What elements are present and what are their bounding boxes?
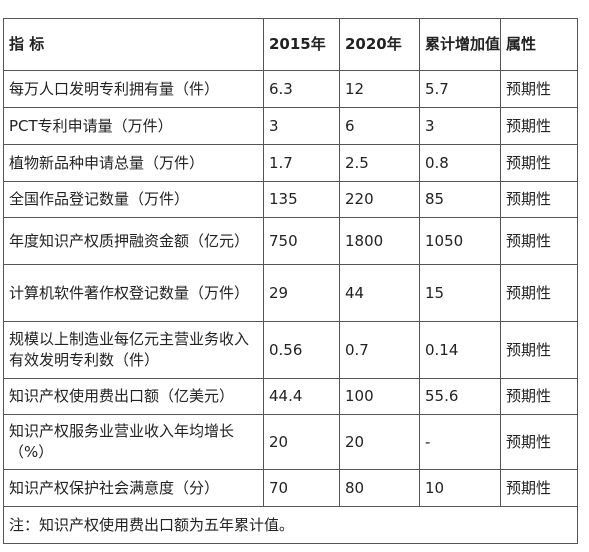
table-row: 知识产权使用费出口额（亿美元） 44.4 100 55.6 预期性	[3, 378, 578, 415]
attribute-cell: 预期性	[500, 469, 578, 507]
indicator-cell: 每万人口发明专利拥有量（件）	[3, 70, 264, 108]
header-2015: 2015年	[263, 18, 340, 71]
value-2015-cell: 6.3	[263, 70, 340, 108]
increase-cell: 55.6	[419, 378, 501, 415]
value-2020-cell: 0.7	[339, 321, 420, 379]
table-row: 植物新品种申请总量（万件） 1.7 2.5 0.8 预期性	[3, 144, 578, 182]
value-2015-cell: 1.7	[263, 144, 340, 182]
value-2020-cell: 80	[339, 469, 420, 507]
attribute-cell: 预期性	[500, 107, 578, 145]
value-2015-cell: 20	[263, 414, 340, 470]
header-indicator: 指 标	[3, 18, 264, 71]
value-2015-cell: 70	[263, 469, 340, 507]
value-2020-cell: 100	[339, 378, 420, 415]
value-2020-cell: 20	[339, 414, 420, 470]
increase-cell: 0.14	[419, 321, 501, 379]
table-row: 全国作品登记数量（万件） 135 220 85 预期性	[3, 181, 578, 218]
increase-cell: 1050	[419, 217, 501, 265]
indicator-cell: PCT专利申请量（万件）	[3, 107, 264, 145]
increase-cell: 15	[419, 264, 501, 322]
increase-cell: 0.8	[419, 144, 501, 182]
indicator-cell: 计算机软件著作权登记数量（万件）	[3, 264, 264, 322]
value-2020-cell: 6	[339, 107, 420, 145]
indicator-cell: 知识产权服务业营业收入年均增长（%）	[3, 414, 264, 470]
indicator-cell: 植物新品种申请总量（万件）	[3, 144, 264, 182]
table-row: 每万人口发明专利拥有量（件） 6.3 12 5.7 预期性	[3, 70, 578, 108]
table-row: 知识产权保护社会满意度（分） 70 80 10 预期性	[3, 469, 578, 507]
attribute-cell: 预期性	[500, 181, 578, 218]
value-2020-cell: 220	[339, 181, 420, 218]
header-row: 指 标 2015年 2020年 累计增加值 属性	[3, 18, 578, 71]
value-2020-cell: 12	[339, 70, 420, 108]
value-2020-cell: 2.5	[339, 144, 420, 182]
indicator-cell: 知识产权使用费出口额（亿美元）	[3, 378, 264, 415]
value-2020-cell: 44	[339, 264, 420, 322]
increase-cell: 5.7	[419, 70, 501, 108]
attribute-cell: 预期性	[500, 217, 578, 265]
attribute-cell: 预期性	[500, 264, 578, 322]
table-row: PCT专利申请量（万件） 3 6 3 预期性	[3, 107, 578, 145]
increase-cell: 10	[419, 469, 501, 507]
indicator-cell: 规模以上制造业每亿元主营业务收入有效发明专利数（件）	[3, 321, 264, 379]
header-increase: 累计增加值	[419, 18, 501, 71]
attribute-cell: 预期性	[500, 378, 578, 415]
value-2020-cell: 1800	[339, 217, 420, 265]
attribute-cell: 预期性	[500, 321, 578, 379]
table-row: 规模以上制造业每亿元主营业务收入有效发明专利数（件） 0.56 0.7 0.14…	[3, 321, 578, 379]
value-2015-cell: 44.4	[263, 378, 340, 415]
increase-cell: 3	[419, 107, 501, 145]
indicator-cell: 全国作品登记数量（万件）	[3, 181, 264, 218]
indicator-cell: 知识产权保护社会满意度（分）	[3, 469, 264, 507]
increase-cell: -	[419, 414, 501, 470]
table-row: 年度知识产权质押融资金额（亿元） 750 1800 1050 预期性	[3, 217, 578, 265]
value-2015-cell: 29	[263, 264, 340, 322]
value-2015-cell: 135	[263, 181, 340, 218]
increase-cell: 85	[419, 181, 501, 218]
attribute-cell: 预期性	[500, 70, 578, 108]
header-attribute: 属性	[500, 18, 578, 71]
note-row: 注：知识产权使用费出口额为五年累计值。	[3, 506, 578, 544]
attribute-cell: 预期性	[500, 414, 578, 470]
header-2020: 2020年	[339, 18, 420, 71]
table-row: 知识产权服务业营业收入年均增长（%） 20 20 - 预期性	[3, 414, 578, 470]
table-row: 计算机软件著作权登记数量（万件） 29 44 15 预期性	[3, 264, 578, 322]
indicator-cell: 年度知识产权质押融资金额（亿元）	[3, 217, 264, 265]
attribute-cell: 预期性	[500, 144, 578, 182]
value-2015-cell: 750	[263, 217, 340, 265]
value-2015-cell: 0.56	[263, 321, 340, 379]
value-2015-cell: 3	[263, 107, 340, 145]
table-note: 注：知识产权使用费出口额为五年累计值。	[3, 506, 578, 544]
indicator-table: 指 标 2015年 2020年 累计增加值 属性 每万人口发明专利拥有量（件） …	[3, 18, 578, 544]
